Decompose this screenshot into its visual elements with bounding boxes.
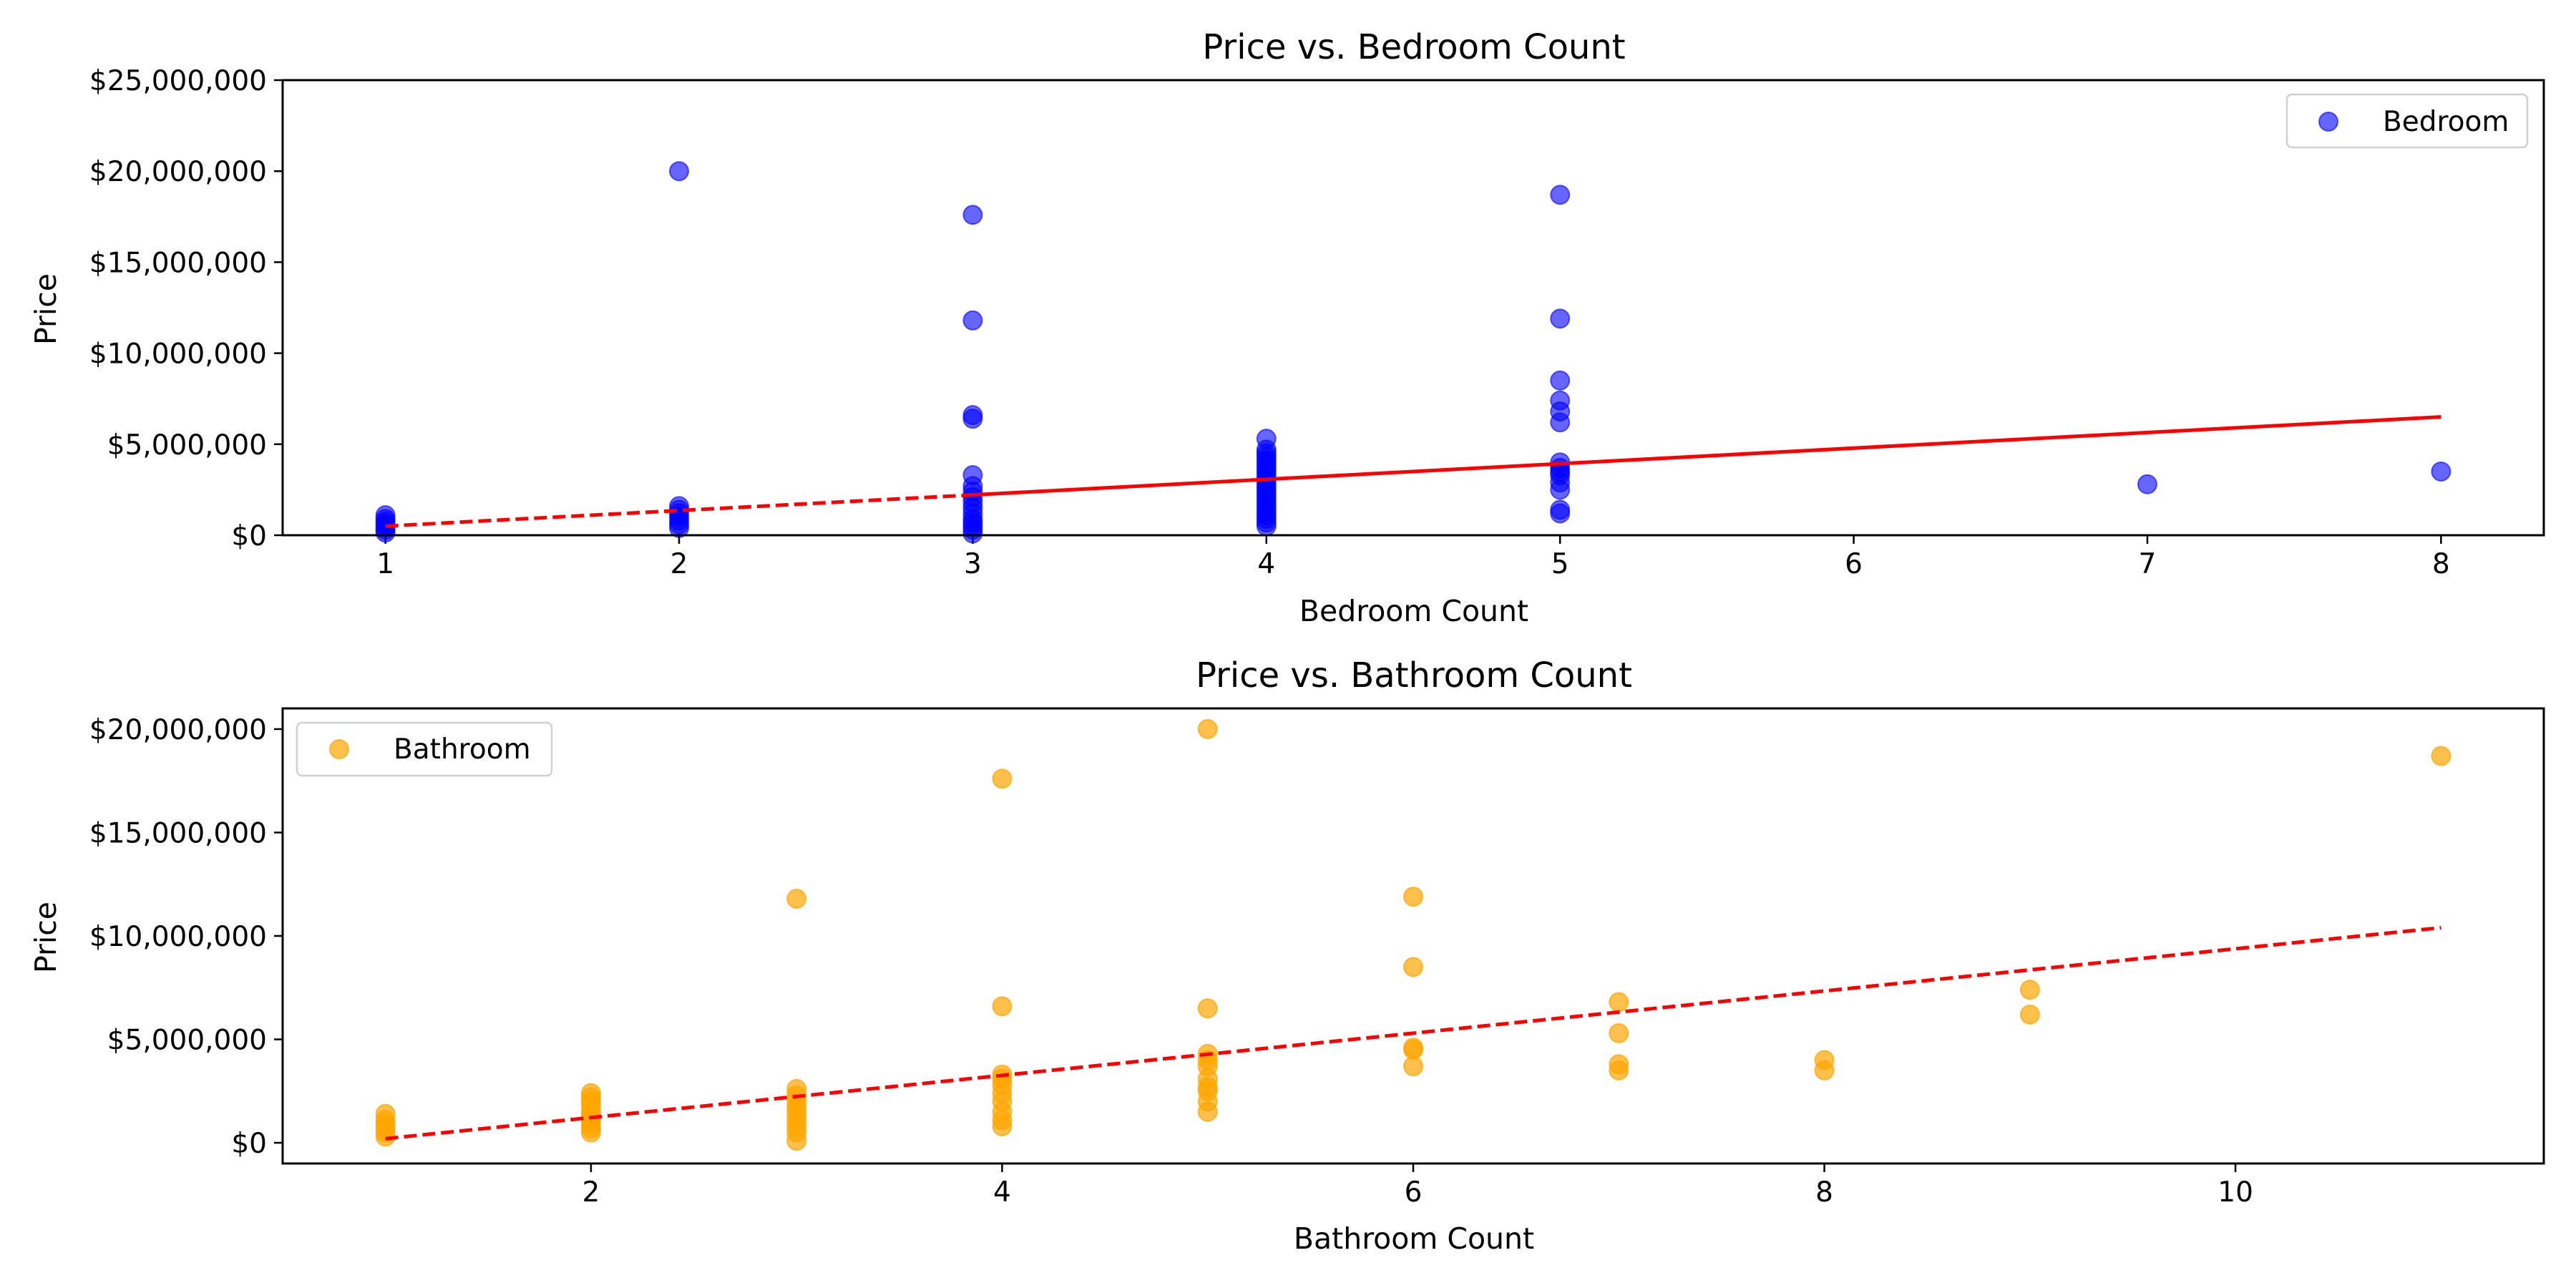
bathroom-legend-box xyxy=(296,721,553,777)
bathroom-y-tick-label: $15,000,000 xyxy=(89,817,267,849)
bedroom-y-tick-label: $20,000,000 xyxy=(89,156,267,188)
bedroom-x-axis-label: Bedroom Count xyxy=(1299,594,1528,628)
bathroom-y-axis-label: Price xyxy=(29,902,63,973)
bathroom-data-point xyxy=(992,996,1013,1017)
bathroom-y-tick-label: $5,000,000 xyxy=(107,1025,267,1057)
bedroom-subplot: Price vs. Bedroom Count Bedroom Count Pr… xyxy=(29,27,2545,628)
bedroom-data-point xyxy=(1256,516,1277,537)
bathroom-legend-marker xyxy=(329,739,349,759)
bathroom-data-point xyxy=(1403,1056,1423,1077)
bedroom-y-tick-label: $0 xyxy=(231,520,267,552)
bedroom-data-point xyxy=(669,161,690,182)
bathroom-plot-frame xyxy=(281,707,2545,1165)
bedroom-x-tick-label: 1 xyxy=(376,548,394,580)
bathroom-data-point xyxy=(1814,1060,1835,1080)
bedroom-ticks: 1 2 3 4 5 6 7 8 $0 $5,000,000 $10,000,000 $15,000,0… xyxy=(89,65,2450,580)
bathroom-y-tick-label: $0 xyxy=(231,1128,267,1160)
bathroom-data-point xyxy=(2019,1004,2040,1025)
bathroom-data-point xyxy=(1197,718,1218,739)
bedroom-x-tick-label: 5 xyxy=(1551,548,1569,580)
bedroom-x-tick-label: 3 xyxy=(964,548,982,580)
bedroom-data-point xyxy=(962,409,983,429)
bedroom-legend: Bedroom xyxy=(2285,93,2529,149)
bedroom-data-point xyxy=(1550,479,1571,500)
bedroom-trend-line-solid xyxy=(972,415,2441,497)
bathroom-data-points xyxy=(375,718,2451,1151)
bedroom-data-point xyxy=(962,523,983,544)
bedroom-y-tick-label: $5,000,000 xyxy=(107,429,267,462)
bathroom-data-point xyxy=(992,769,1013,789)
bathroom-ticks: 2 4 6 8 10 $0 $5,000,000 $10,000,000 $15,000,000… xyxy=(89,714,2253,1209)
bathroom-chart-title: Price vs. Bathroom Count xyxy=(1196,655,1632,696)
bathroom-data-point xyxy=(786,1131,807,1151)
bathroom-data-point xyxy=(1403,887,1423,907)
bedroom-y-tick-label: $25,000,000 xyxy=(89,65,267,97)
bedroom-data-point xyxy=(669,517,690,538)
bathroom-data-point xyxy=(1197,998,1218,1019)
bathroom-data-point xyxy=(1403,1040,1423,1060)
bedroom-legend-label: Bedroom xyxy=(2383,106,2509,138)
bathroom-x-axis-label: Bathroom Count xyxy=(1294,1221,1534,1256)
bathroom-data-point xyxy=(1609,992,1629,1013)
bedroom-data-point xyxy=(1550,308,1571,329)
bedroom-data-point xyxy=(2431,461,2451,482)
bathroom-x-tick-label: 10 xyxy=(2218,1176,2253,1209)
bathroom-data-point xyxy=(1197,1101,1218,1122)
bathroom-legend-label: Bathroom xyxy=(394,733,531,766)
bedroom-plot-frame xyxy=(281,79,2545,537)
bedroom-trend-line-dashed xyxy=(385,493,973,528)
bathroom-trend xyxy=(385,925,2441,1141)
bedroom-data-point xyxy=(1550,503,1571,524)
bathroom-subplot: Price vs. Bathroom Count Bathroom Count … xyxy=(29,655,2545,1256)
bathroom-x-tick-label: 4 xyxy=(993,1176,1011,1209)
bedroom-x-tick-label: 7 xyxy=(2139,548,2157,580)
bedroom-y-tick-label: $15,000,000 xyxy=(89,247,267,279)
bathroom-x-tick-label: 6 xyxy=(1405,1176,1423,1209)
bathroom-trend-line xyxy=(385,925,2441,1141)
bathroom-data-point xyxy=(580,1122,601,1143)
bedroom-data-point xyxy=(1550,370,1571,391)
bathroom-data-point xyxy=(1609,1023,1629,1043)
bedroom-y-axis-label: Price xyxy=(29,273,63,345)
bathroom-x-tick-label: 8 xyxy=(1815,1176,1833,1209)
bathroom-y-tick-label: $10,000,000 xyxy=(89,921,267,953)
bedroom-data-point xyxy=(375,522,396,543)
bathroom-data-point xyxy=(2431,746,2451,766)
bedroom-chart-title: Price vs. Bedroom Count xyxy=(1202,27,1625,67)
bathroom-data-point xyxy=(1609,1060,1629,1080)
bedroom-data-point xyxy=(962,310,983,331)
bedroom-x-tick-label: 8 xyxy=(2432,548,2450,580)
bedroom-x-tick-label: 4 xyxy=(1257,548,1275,580)
bathroom-y-tick-label: $20,000,000 xyxy=(89,714,267,746)
bedroom-legend-marker xyxy=(2318,112,2338,132)
bedroom-data-point xyxy=(2137,474,2157,494)
bedroom-data-points xyxy=(375,161,2451,544)
bedroom-data-point xyxy=(1550,185,1571,205)
bathroom-data-point xyxy=(1403,957,1423,977)
bedroom-legend-box xyxy=(2285,93,2529,149)
bedroom-trend xyxy=(385,415,2441,528)
bathroom-x-tick-label: 2 xyxy=(582,1176,600,1209)
bedroom-x-tick-label: 2 xyxy=(670,548,688,580)
bedroom-data-point xyxy=(962,205,983,225)
bathroom-data-point xyxy=(2019,980,2040,1000)
bathroom-data-point xyxy=(992,1116,1013,1136)
bathroom-legend: Bathroom xyxy=(296,721,553,777)
bedroom-data-point xyxy=(1550,412,1571,433)
bedroom-x-tick-label: 6 xyxy=(1845,548,1863,580)
bathroom-data-point xyxy=(786,888,807,909)
bedroom-y-tick-label: $10,000,000 xyxy=(89,338,267,371)
